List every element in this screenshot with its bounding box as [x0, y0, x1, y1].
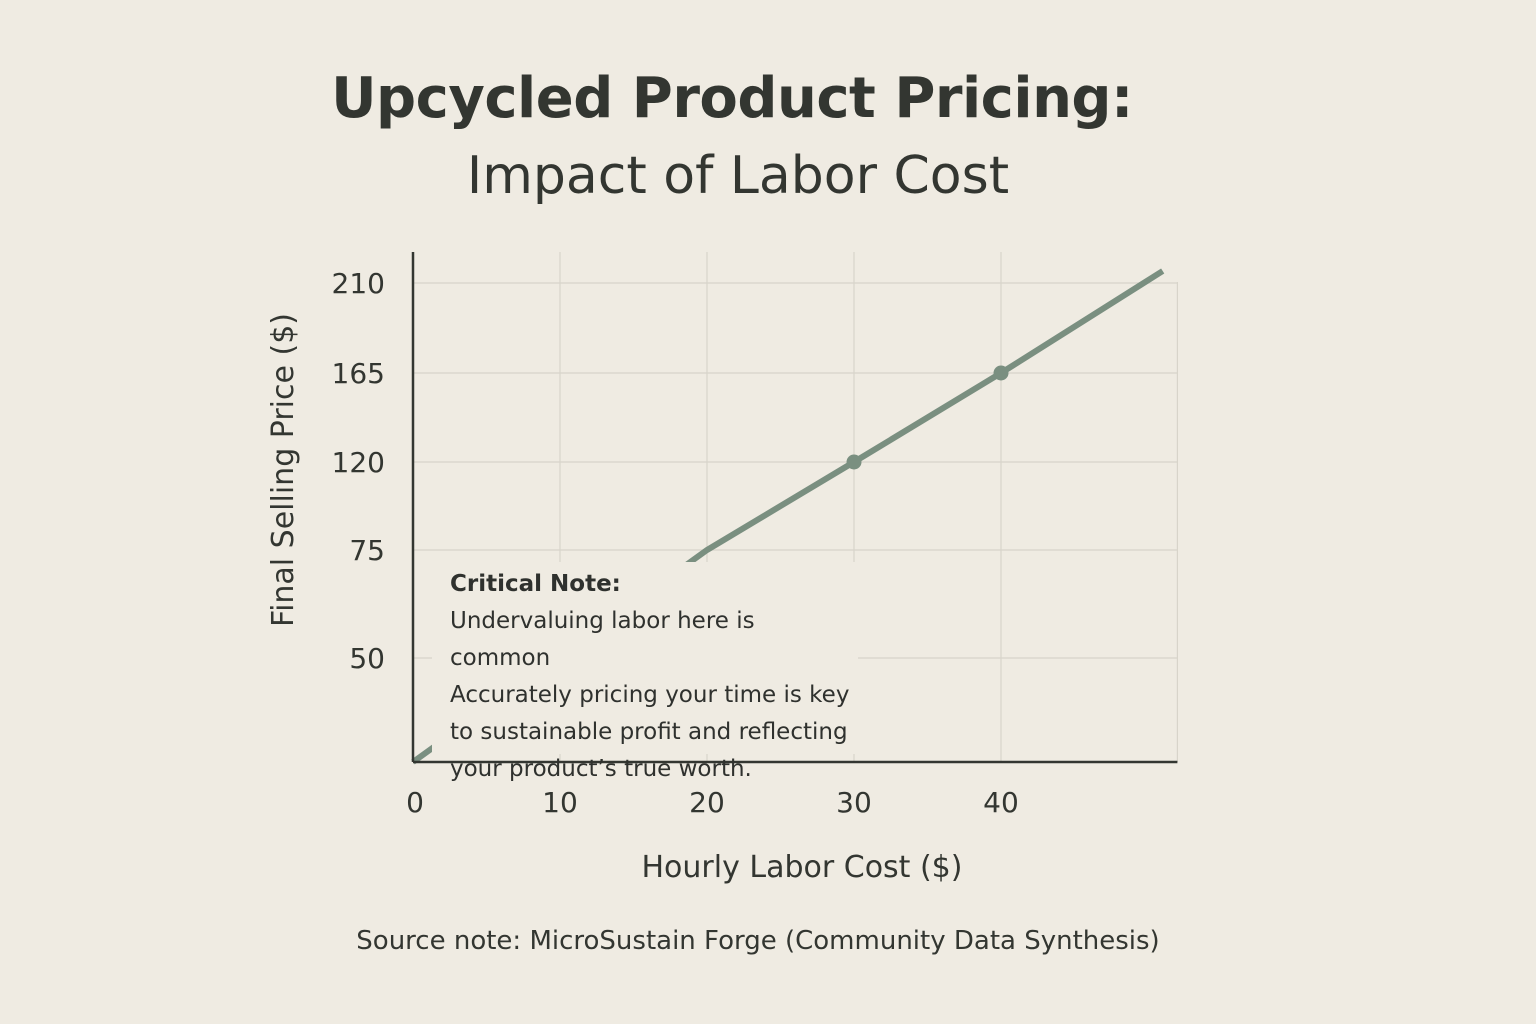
x-tick-label: 40	[983, 786, 1019, 819]
x-tick-label: 10	[542, 786, 578, 819]
y-tick-label: 75	[349, 534, 385, 567]
tick-labels: 0 10 20 30 40 50 75 120 165 210	[332, 267, 1019, 819]
y-tick-label: 50	[349, 642, 385, 675]
x-tick-label: 0	[406, 786, 424, 819]
x-axis-label: Hourly Labor Cost ($)	[642, 850, 963, 885]
note-line: to sustainable profit and reflecting	[450, 719, 848, 745]
x-tick-label: 20	[689, 786, 725, 819]
data-point	[993, 365, 1009, 381]
source-note: Source note: MicroSustain Forge (Communi…	[356, 926, 1160, 956]
note-line: Undervaluing labor here is common	[450, 608, 755, 671]
note-line: your product’s true worth.	[450, 756, 752, 782]
y-tick-label: 120	[332, 446, 385, 479]
y-axis-label: Final Selling Price ($)	[266, 313, 301, 627]
chart-subtitle: Impact of Labor Cost	[466, 146, 1010, 206]
axes	[411, 252, 1178, 764]
data-point	[846, 454, 862, 470]
y-tick-label: 165	[332, 357, 385, 390]
note-line: Accurately pricing your time is key	[450, 682, 850, 708]
y-tick-label: 210	[332, 267, 385, 300]
critical-note-annotation: Critical Note: Undervaluing labor here i…	[432, 562, 858, 782]
x-tick-label: 30	[836, 786, 872, 819]
chart-title: Upcycled Product Pricing:	[331, 66, 1133, 131]
note-heading: Critical Note:	[450, 571, 621, 597]
